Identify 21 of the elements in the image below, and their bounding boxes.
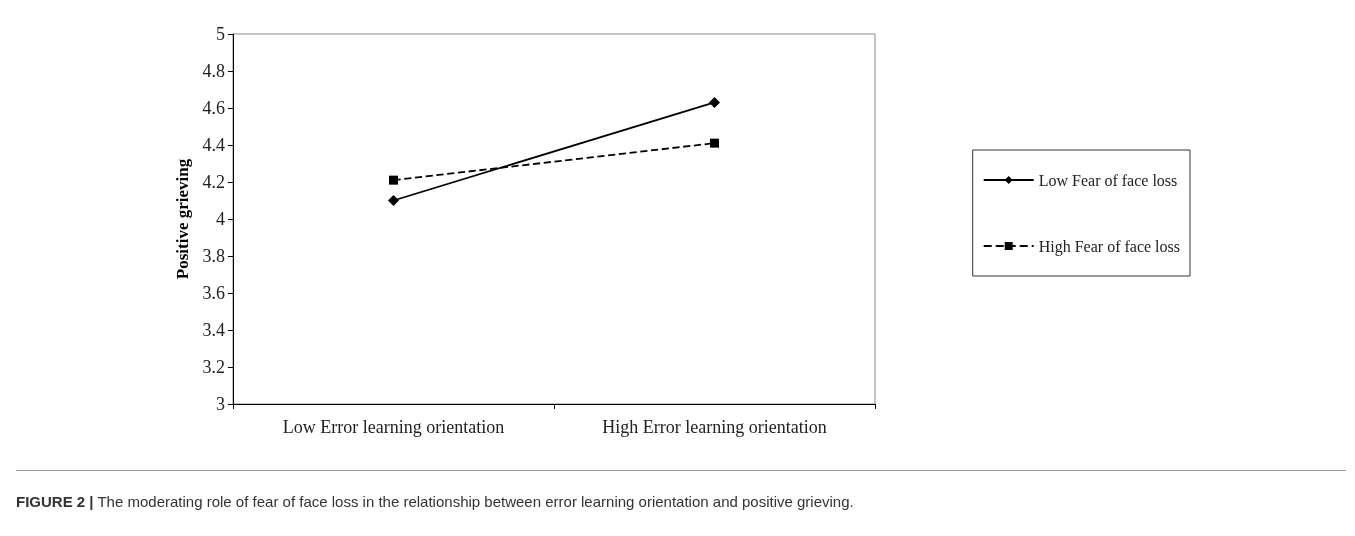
legend-label: High Fear of face loss	[1038, 237, 1181, 256]
legend-label: Low Fear of face loss	[1038, 171, 1178, 189]
x-tick-label: High Error learning orientation	[602, 417, 827, 437]
y-tick-label: 4	[216, 209, 225, 229]
point	[709, 96, 720, 108]
y-tick-label: 4.4	[202, 135, 225, 155]
point	[710, 138, 719, 148]
x-tick-label: Low Error learning orientation	[282, 417, 505, 437]
y-tick-label: 4.6	[202, 98, 225, 118]
y-tick-label: 3	[216, 394, 225, 414]
point	[389, 175, 398, 185]
y-tick-label: 4.2	[202, 172, 225, 192]
y-tick-label: 3.6	[202, 283, 225, 303]
y-tick-label: 5	[216, 24, 225, 44]
y-tick-label: 3.2	[202, 357, 225, 377]
y-axis-title: Positive grieving	[173, 158, 192, 280]
point	[388, 195, 399, 206]
caption: FIGURE 2 | The moderating role of fear of face loss in the relationship between error learning orientation and positive grieving.	[16, 493, 855, 510]
y-tick-label: 3.4	[202, 320, 225, 340]
y-tick-label: 4.8	[202, 61, 225, 81]
y-tick-label: 3.8	[202, 246, 225, 266]
